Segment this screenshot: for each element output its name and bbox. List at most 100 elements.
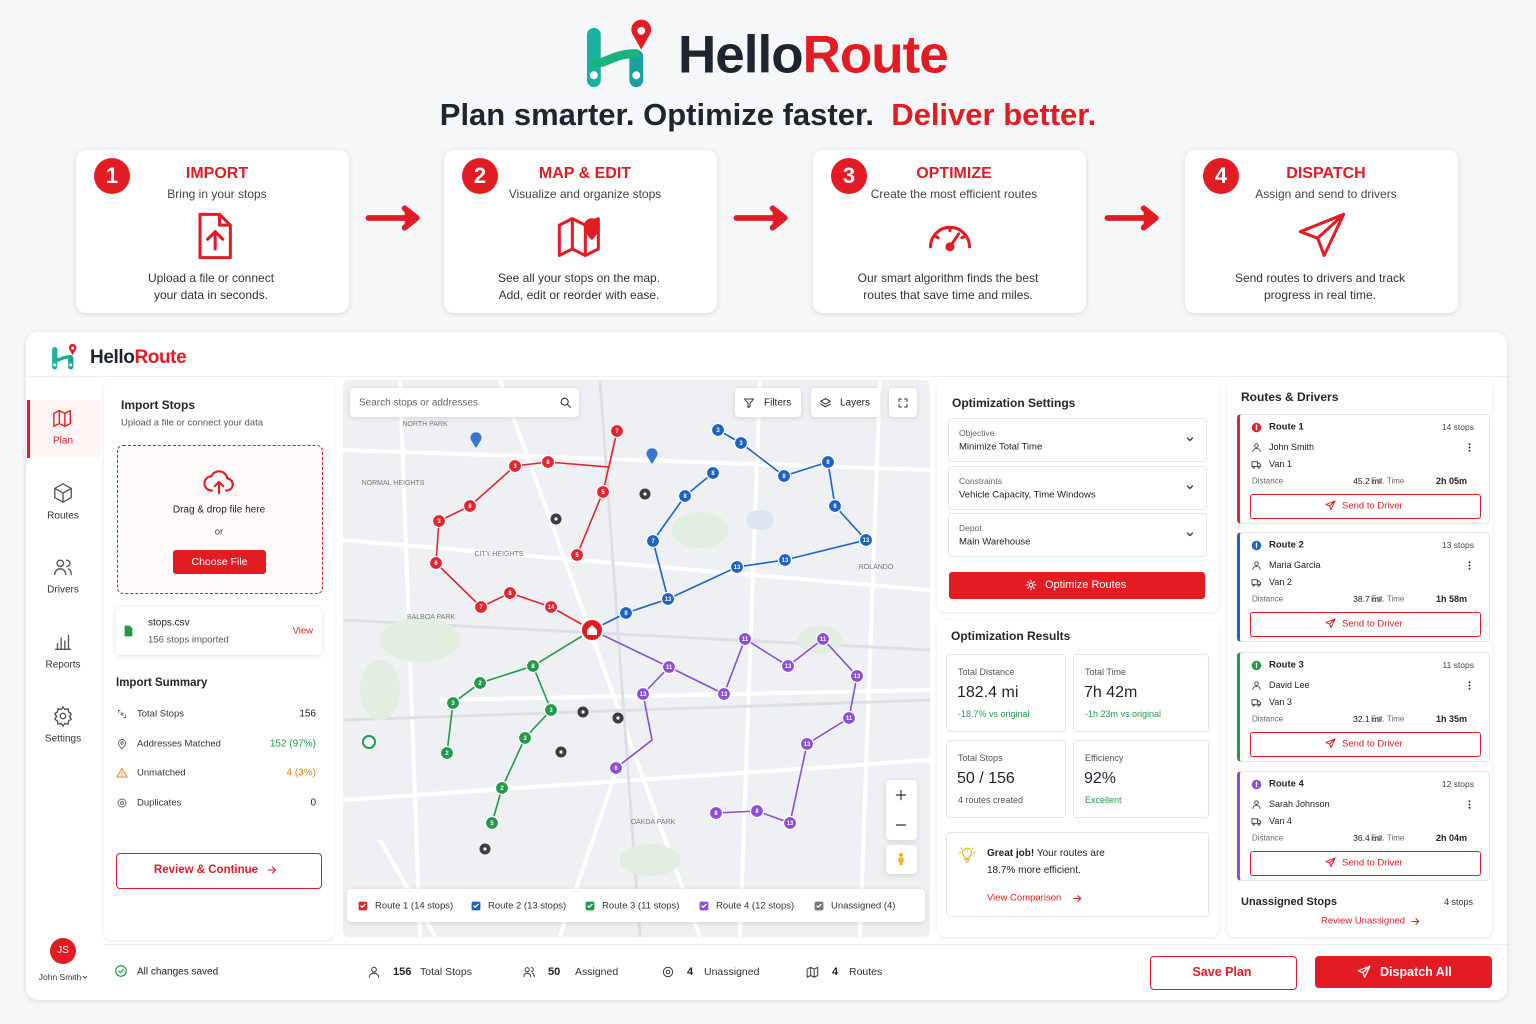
stop-marker-label: 3: [739, 441, 743, 447]
stop-marker-label: 11: [820, 637, 827, 643]
icon-part: [52, 346, 58, 370]
map-search[interactable]: [350, 388, 579, 417]
stop-marker-label: 6: [614, 766, 618, 772]
stop-marker: 3: [543, 702, 559, 718]
choose-file-label[interactable]: Choose File: [191, 556, 248, 568]
map-place-label: NORTH PARK: [402, 421, 448, 428]
stop-marker-label: 7: [651, 539, 655, 545]
dropdown-value: Main Warehouse: [959, 536, 1031, 548]
send-button[interactable]: [1250, 612, 1481, 637]
route-dot: [1251, 660, 1261, 670]
location-marker: [362, 735, 376, 749]
step-number: 1: [94, 158, 130, 194]
icon-part: [806, 966, 819, 978]
route-menu: [1467, 799, 1471, 809]
map[interactable]: NORTH PARK NORMAL HEIGHTS CITY HEIGHTS BALB…: [342, 379, 931, 981]
save-label[interactable]: Save Plan: [1192, 965, 1252, 979]
map-place-label: NORMAL HEIGHTS: [362, 480, 425, 487]
vehicle-icon: [1250, 698, 1261, 707]
stop-marker: 2: [472, 675, 488, 691]
nav-item[interactable]: Reports: [45, 659, 81, 670]
nav-icon: [53, 409, 72, 427]
stop-marker-label: 8: [546, 460, 550, 466]
stat-icon: [368, 966, 380, 978]
time-value: 1h 58m: [1435, 594, 1467, 604]
stop-marker-label: 14: [548, 605, 555, 611]
layers-label[interactable]: Layers: [840, 397, 871, 409]
stop-marker: 3: [445, 695, 461, 711]
unassigned-link[interactable]: Review Unassigned: [1321, 915, 1405, 927]
comparison-link[interactable]: View Comparison: [987, 892, 1062, 904]
map-road: [439, 688, 931, 702]
optimize-button[interactable]: [949, 572, 1205, 599]
result-card: [946, 740, 1066, 818]
icon-part: [1253, 680, 1259, 686]
unassigned-dot: [581, 710, 585, 714]
stat-label: Total Stops: [420, 966, 472, 978]
choose-file-button[interactable]: [173, 550, 266, 574]
app-brand: HelloRoute: [90, 347, 187, 369]
filters-label[interactable]: Filters: [764, 397, 792, 409]
driver-icon: [1251, 680, 1261, 690]
stop-marker: 8: [776, 468, 792, 484]
send-label[interactable]: Send to Driver: [1342, 738, 1403, 749]
nav-item[interactable]: Routes: [47, 510, 79, 521]
map-pin: [646, 448, 658, 464]
icon-part: [1357, 965, 1371, 978]
legend-swatch: [358, 901, 368, 911]
result-value: 92%: [1084, 770, 1117, 787]
tip-text: Great job! Your routes are 18.7% more ef…: [987, 845, 1127, 879]
expand-button[interactable]: [889, 388, 917, 417]
stop-marker: 11: [661, 659, 677, 675]
stop-marker-dot: [799, 736, 815, 752]
stop-marker-label: 8: [833, 504, 837, 510]
saved-icon: [115, 965, 127, 977]
nav-icon: [54, 482, 72, 503]
icon-part: [1324, 618, 1336, 629]
send-label[interactable]: Send to Driver: [1342, 618, 1403, 629]
stop-marker-dot: [428, 555, 444, 571]
nav-item[interactable]: Settings: [44, 733, 82, 745]
stop-marker: 13: [780, 658, 796, 674]
send-label[interactable]: Send to Driver: [1342, 857, 1403, 868]
stop-marker-dot: [569, 547, 585, 563]
stop-marker-dot: [431, 513, 447, 529]
send-button[interactable]: [1250, 851, 1481, 876]
stop-marker-label: 7: [615, 429, 619, 435]
file-name: stops.csv: [148, 617, 190, 629]
summary-icon: [116, 768, 128, 778]
save-button[interactable]: [1150, 956, 1297, 990]
stop-marker-dot: [635, 686, 651, 702]
time-label: Est. Time: [1371, 476, 1405, 486]
send-label[interactable]: Send to Driver: [1342, 500, 1403, 511]
nav-item[interactable]: Drivers: [47, 584, 79, 596]
review-label[interactable]: Review & Continue: [153, 864, 259, 876]
nav-item[interactable]: Plan: [52, 435, 74, 447]
icon-part: [115, 965, 127, 977]
file-view[interactable]: View: [292, 625, 313, 637]
summary-label: Duplicates: [137, 797, 182, 808]
send-button[interactable]: [1250, 494, 1481, 519]
settings-dropdown[interactable]: [948, 513, 1207, 557]
icon-part: [54, 706, 72, 727]
dispatch-button[interactable]: [1315, 956, 1492, 988]
result-value: 182.4 mi: [957, 684, 1019, 701]
result-label: Total Distance: [958, 667, 1015, 677]
send-button[interactable]: [1250, 732, 1481, 757]
review-button[interactable]: [116, 853, 322, 889]
map-park: [620, 844, 680, 876]
dispatch-label[interactable]: Dispatch All: [1380, 965, 1452, 979]
map-place-label: BALBOA PARK: [407, 614, 455, 621]
settings-dropdown[interactable]: [948, 465, 1207, 510]
icon-part: [1467, 687, 1471, 690]
step-text: Send routes to drivers and track: [1234, 271, 1406, 285]
user-name[interactable]: John Smith: [38, 972, 82, 982]
stop-marker-dot: [749, 803, 765, 819]
zoom-controls[interactable]: [886, 780, 917, 840]
filters-button[interactable]: [735, 388, 801, 417]
optimize-label[interactable]: Optimize Routes: [1045, 579, 1127, 591]
settings-dropdown[interactable]: [948, 418, 1207, 462]
stop-marker-dot: [609, 423, 625, 439]
file-status: 156 stops imported: [148, 634, 229, 646]
